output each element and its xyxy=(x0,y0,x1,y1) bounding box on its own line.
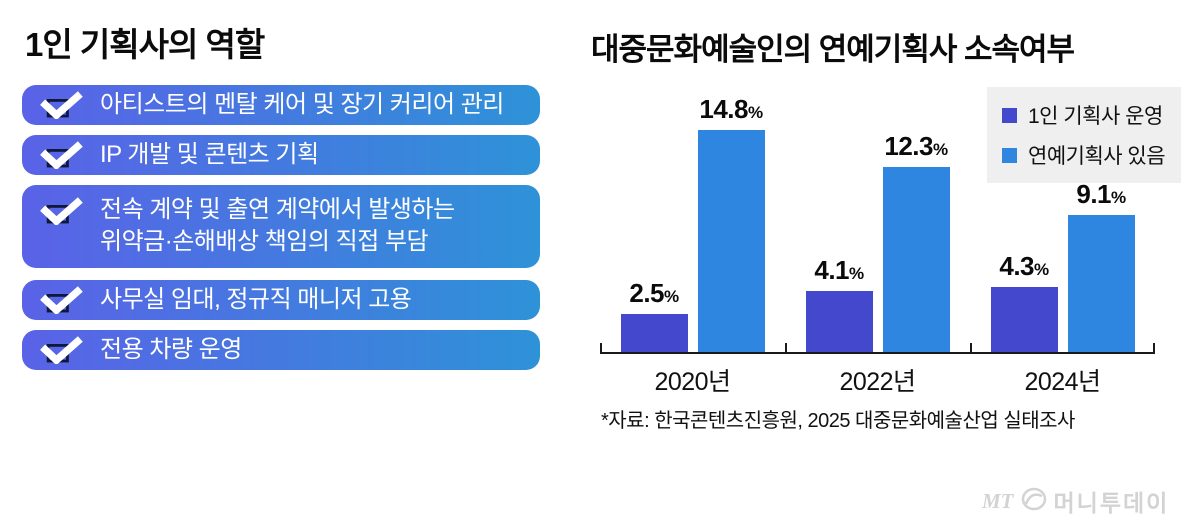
checklist-item-text: 사무실 임대, 정규직 매니저 고용 xyxy=(100,286,412,313)
bar-chart-plot: 2.5% 14.8% 4.1% 12.3% 4.3% 9.1% xyxy=(600,94,1155,354)
bar-value-unit: % xyxy=(932,140,948,159)
legend-label: 연예기획사 있음 xyxy=(1028,145,1166,168)
bar-value-number: 12.3 xyxy=(884,131,933,161)
checkbox-check-icon xyxy=(38,141,84,171)
publisher-name: 머니투데이 xyxy=(1053,490,1170,516)
axis-tick xyxy=(600,343,602,352)
checklist: 아티스트의 멘탈 케어 및 장기 커리어 관리 IP 개발 및 콘텐츠 기획 전… xyxy=(22,85,540,375)
axis-tick xyxy=(785,343,787,352)
chart-title: 대중문화예술인의 연예기획사 소속여부 xyxy=(591,32,1075,67)
bar-value-unit: % xyxy=(1034,260,1049,279)
bar-series-0-group-0 xyxy=(620,314,688,352)
bar-value-number: 2.5 xyxy=(629,278,665,308)
bar-value-unit: % xyxy=(664,287,679,306)
bar-series-1-group-1 xyxy=(882,167,950,352)
checklist-item-text: IP 개발 및 콘텐츠 기획 xyxy=(100,141,319,168)
publisher-watermark: MT 머니투데이 xyxy=(982,484,1169,518)
checkbox-check-icon xyxy=(38,197,84,227)
checklist-item: 사무실 임대, 정규직 매니저 고용 xyxy=(22,280,540,320)
legend-swatch xyxy=(1002,107,1017,123)
checklist-item: IP 개발 및 콘텐츠 기획 xyxy=(22,135,540,175)
checklist-item-text: 아티스트의 멘탈 케어 및 장기 커리어 관리 xyxy=(100,91,504,118)
publisher-logo-icon xyxy=(1021,487,1047,516)
x-axis-label: 2022년 xyxy=(839,368,916,396)
bar-series-1-group-2 xyxy=(1067,215,1135,352)
bar-value-unit: % xyxy=(747,103,763,122)
bar-chart: 2.5% 14.8% 4.1% 12.3% 4.3% 9.1% 1인 기획사 운영 연예기획… xyxy=(600,86,1183,446)
checkbox-check-icon xyxy=(38,286,84,316)
bar-value-number: 4.3 xyxy=(999,251,1035,281)
checklist-item: 전용 차량 운영 xyxy=(22,330,540,370)
source-note: *자료: 한국콘텐츠진흥원, 2025 대중문화예술산업 실태조사 xyxy=(601,410,1075,432)
legend-item: 연예기획사 있음 xyxy=(1002,140,1166,170)
publisher-abbr: MT xyxy=(982,488,1014,513)
bar-value-unit: % xyxy=(1111,188,1126,207)
legend-item: 1인 기획사 운영 xyxy=(1002,100,1165,130)
x-axis-label: 2020년 xyxy=(654,368,731,396)
legend-label: 1인 기획사 운영 xyxy=(1028,105,1163,128)
legend-swatch xyxy=(1002,147,1017,163)
checklist-item: 전속 계약 및 출연 계약에서 발생하는 위약금·손해배상 책임의 직접 부담 xyxy=(22,185,540,268)
bar-value-label: 14.8% xyxy=(699,94,763,125)
left-panel-title: 1인 기획사의 역할 xyxy=(25,26,265,63)
bar-series-0-group-1 xyxy=(805,291,873,352)
checklist-item-text: 전속 계약 및 출연 계약에서 발생하는 위약금·손해배상 책임의 직접 부담 xyxy=(100,196,455,255)
bar-value-label: 12.3% xyxy=(884,131,948,162)
checklist-item: 아티스트의 멘탈 케어 및 장기 커리어 관리 xyxy=(22,85,540,125)
bar-series-0-group-2 xyxy=(990,287,1058,352)
bar-value-label: 4.1% xyxy=(814,255,864,286)
checklist-item-text: 전용 차량 운영 xyxy=(100,336,242,363)
bar-value-unit: % xyxy=(849,264,864,283)
axis-tick xyxy=(1153,343,1155,352)
bar-value-label: 9.1% xyxy=(1076,179,1126,210)
bar-value-label: 2.5% xyxy=(629,278,679,309)
x-axis-label: 2024년 xyxy=(1024,368,1101,396)
axis-tick xyxy=(970,343,972,352)
checkbox-check-icon xyxy=(38,91,84,121)
bar-value-number: 9.1 xyxy=(1076,179,1112,209)
bar-series-1-group-0 xyxy=(697,130,765,352)
bar-value-number: 4.1 xyxy=(814,255,850,285)
checkbox-check-icon xyxy=(38,336,84,366)
bar-value-label: 4.3% xyxy=(999,251,1049,282)
bar-value-number: 14.8 xyxy=(699,94,748,124)
